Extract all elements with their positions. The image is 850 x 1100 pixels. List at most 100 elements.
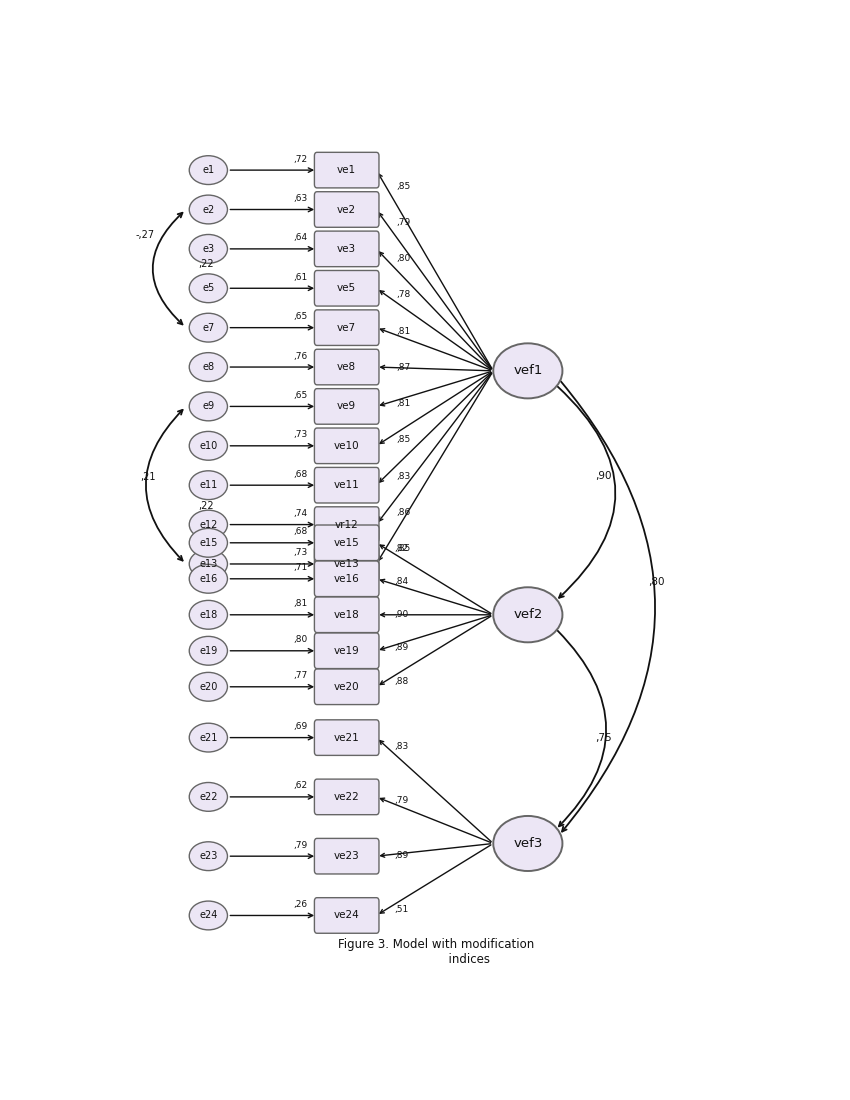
Ellipse shape [190, 601, 228, 629]
Text: ,83: ,83 [396, 472, 411, 481]
Text: e16: e16 [199, 574, 218, 584]
Text: ,88: ,88 [394, 676, 409, 685]
Ellipse shape [190, 353, 228, 382]
Text: ,84: ,84 [394, 578, 409, 586]
FancyBboxPatch shape [314, 779, 379, 815]
Ellipse shape [190, 672, 228, 701]
Text: ,62: ,62 [293, 781, 308, 791]
Text: ,89: ,89 [394, 644, 409, 652]
Text: ,72: ,72 [293, 155, 308, 164]
Text: ,81: ,81 [396, 327, 411, 336]
Text: e10: e10 [199, 441, 218, 451]
Ellipse shape [493, 343, 563, 398]
Text: e13: e13 [199, 559, 218, 569]
Ellipse shape [190, 510, 228, 539]
Text: ve2: ve2 [337, 205, 356, 214]
Text: ,74: ,74 [293, 509, 308, 518]
FancyBboxPatch shape [314, 547, 379, 582]
Text: ,65: ,65 [293, 312, 308, 321]
Text: ,80: ,80 [396, 254, 411, 263]
Text: vr12: vr12 [335, 519, 359, 529]
Text: ,82: ,82 [394, 544, 409, 553]
Text: ve10: ve10 [334, 441, 360, 451]
FancyBboxPatch shape [314, 152, 379, 188]
Text: ,73: ,73 [293, 549, 308, 558]
Text: ,61: ,61 [293, 273, 308, 282]
Text: e21: e21 [199, 733, 218, 742]
Ellipse shape [190, 431, 228, 460]
FancyBboxPatch shape [314, 388, 379, 425]
FancyBboxPatch shape [314, 428, 379, 463]
Text: ,79: ,79 [293, 840, 308, 849]
FancyBboxPatch shape [314, 719, 379, 756]
FancyArrowPatch shape [146, 410, 183, 561]
Text: ,51: ,51 [394, 905, 409, 914]
FancyBboxPatch shape [314, 898, 379, 933]
Text: ve21: ve21 [334, 733, 360, 742]
Text: e23: e23 [199, 851, 218, 861]
Text: e18: e18 [199, 609, 218, 619]
FancyBboxPatch shape [314, 310, 379, 345]
Text: ,26: ,26 [293, 900, 308, 909]
Ellipse shape [190, 274, 228, 302]
FancyBboxPatch shape [314, 597, 379, 632]
Text: ,77: ,77 [293, 671, 308, 680]
Text: ,81: ,81 [396, 399, 411, 408]
Text: ,79: ,79 [394, 796, 409, 805]
Text: ve16: ve16 [334, 574, 360, 584]
FancyArrowPatch shape [153, 212, 183, 324]
Ellipse shape [190, 637, 228, 666]
Text: ,76: ,76 [293, 352, 308, 361]
Text: ,69: ,69 [293, 722, 308, 732]
FancyBboxPatch shape [314, 838, 379, 875]
Text: ,85: ,85 [396, 182, 411, 190]
Text: ,71: ,71 [293, 563, 308, 572]
FancyBboxPatch shape [314, 507, 379, 542]
Text: ,68: ,68 [293, 527, 308, 537]
Text: ve3: ve3 [337, 244, 356, 254]
Text: ve1: ve1 [337, 165, 356, 175]
Text: -,27: -,27 [135, 230, 155, 240]
FancyBboxPatch shape [314, 231, 379, 266]
Text: e22: e22 [199, 792, 218, 802]
Text: ,80: ,80 [293, 636, 308, 645]
Text: ,90: ,90 [394, 610, 409, 619]
Text: ve23: ve23 [334, 851, 360, 861]
Text: vef3: vef3 [513, 837, 542, 850]
FancyBboxPatch shape [314, 525, 379, 561]
Text: ,73: ,73 [293, 430, 308, 439]
Text: ,63: ,63 [293, 194, 308, 204]
FancyBboxPatch shape [314, 350, 379, 385]
Text: e9: e9 [202, 402, 214, 411]
Text: ve5: ve5 [337, 284, 356, 294]
Text: e3: e3 [202, 244, 214, 254]
Text: e2: e2 [202, 205, 214, 214]
Text: ve11: ve11 [334, 481, 360, 491]
Ellipse shape [190, 723, 228, 752]
Ellipse shape [190, 842, 228, 870]
Ellipse shape [190, 392, 228, 421]
Text: ,83: ,83 [394, 741, 409, 750]
Text: ,79: ,79 [396, 218, 411, 227]
Text: ,89: ,89 [394, 850, 409, 860]
Text: ,81: ,81 [293, 600, 308, 608]
FancyBboxPatch shape [314, 271, 379, 306]
Text: ,78: ,78 [396, 290, 411, 299]
Text: e24: e24 [199, 911, 218, 921]
Text: ,85: ,85 [396, 544, 411, 553]
Text: e12: e12 [199, 519, 218, 529]
Text: ,68: ,68 [293, 470, 308, 478]
Text: ,65: ,65 [293, 390, 308, 400]
Text: ,64: ,64 [293, 233, 308, 242]
Text: ve8: ve8 [337, 362, 356, 372]
Text: e11: e11 [199, 481, 218, 491]
FancyBboxPatch shape [314, 669, 379, 705]
Ellipse shape [190, 564, 228, 593]
Ellipse shape [190, 156, 228, 185]
Text: ,80: ,80 [648, 576, 665, 586]
Text: ,21: ,21 [140, 472, 156, 482]
Text: vef2: vef2 [513, 608, 542, 622]
Ellipse shape [190, 782, 228, 812]
Ellipse shape [493, 587, 563, 642]
Text: ,22: ,22 [198, 260, 213, 270]
